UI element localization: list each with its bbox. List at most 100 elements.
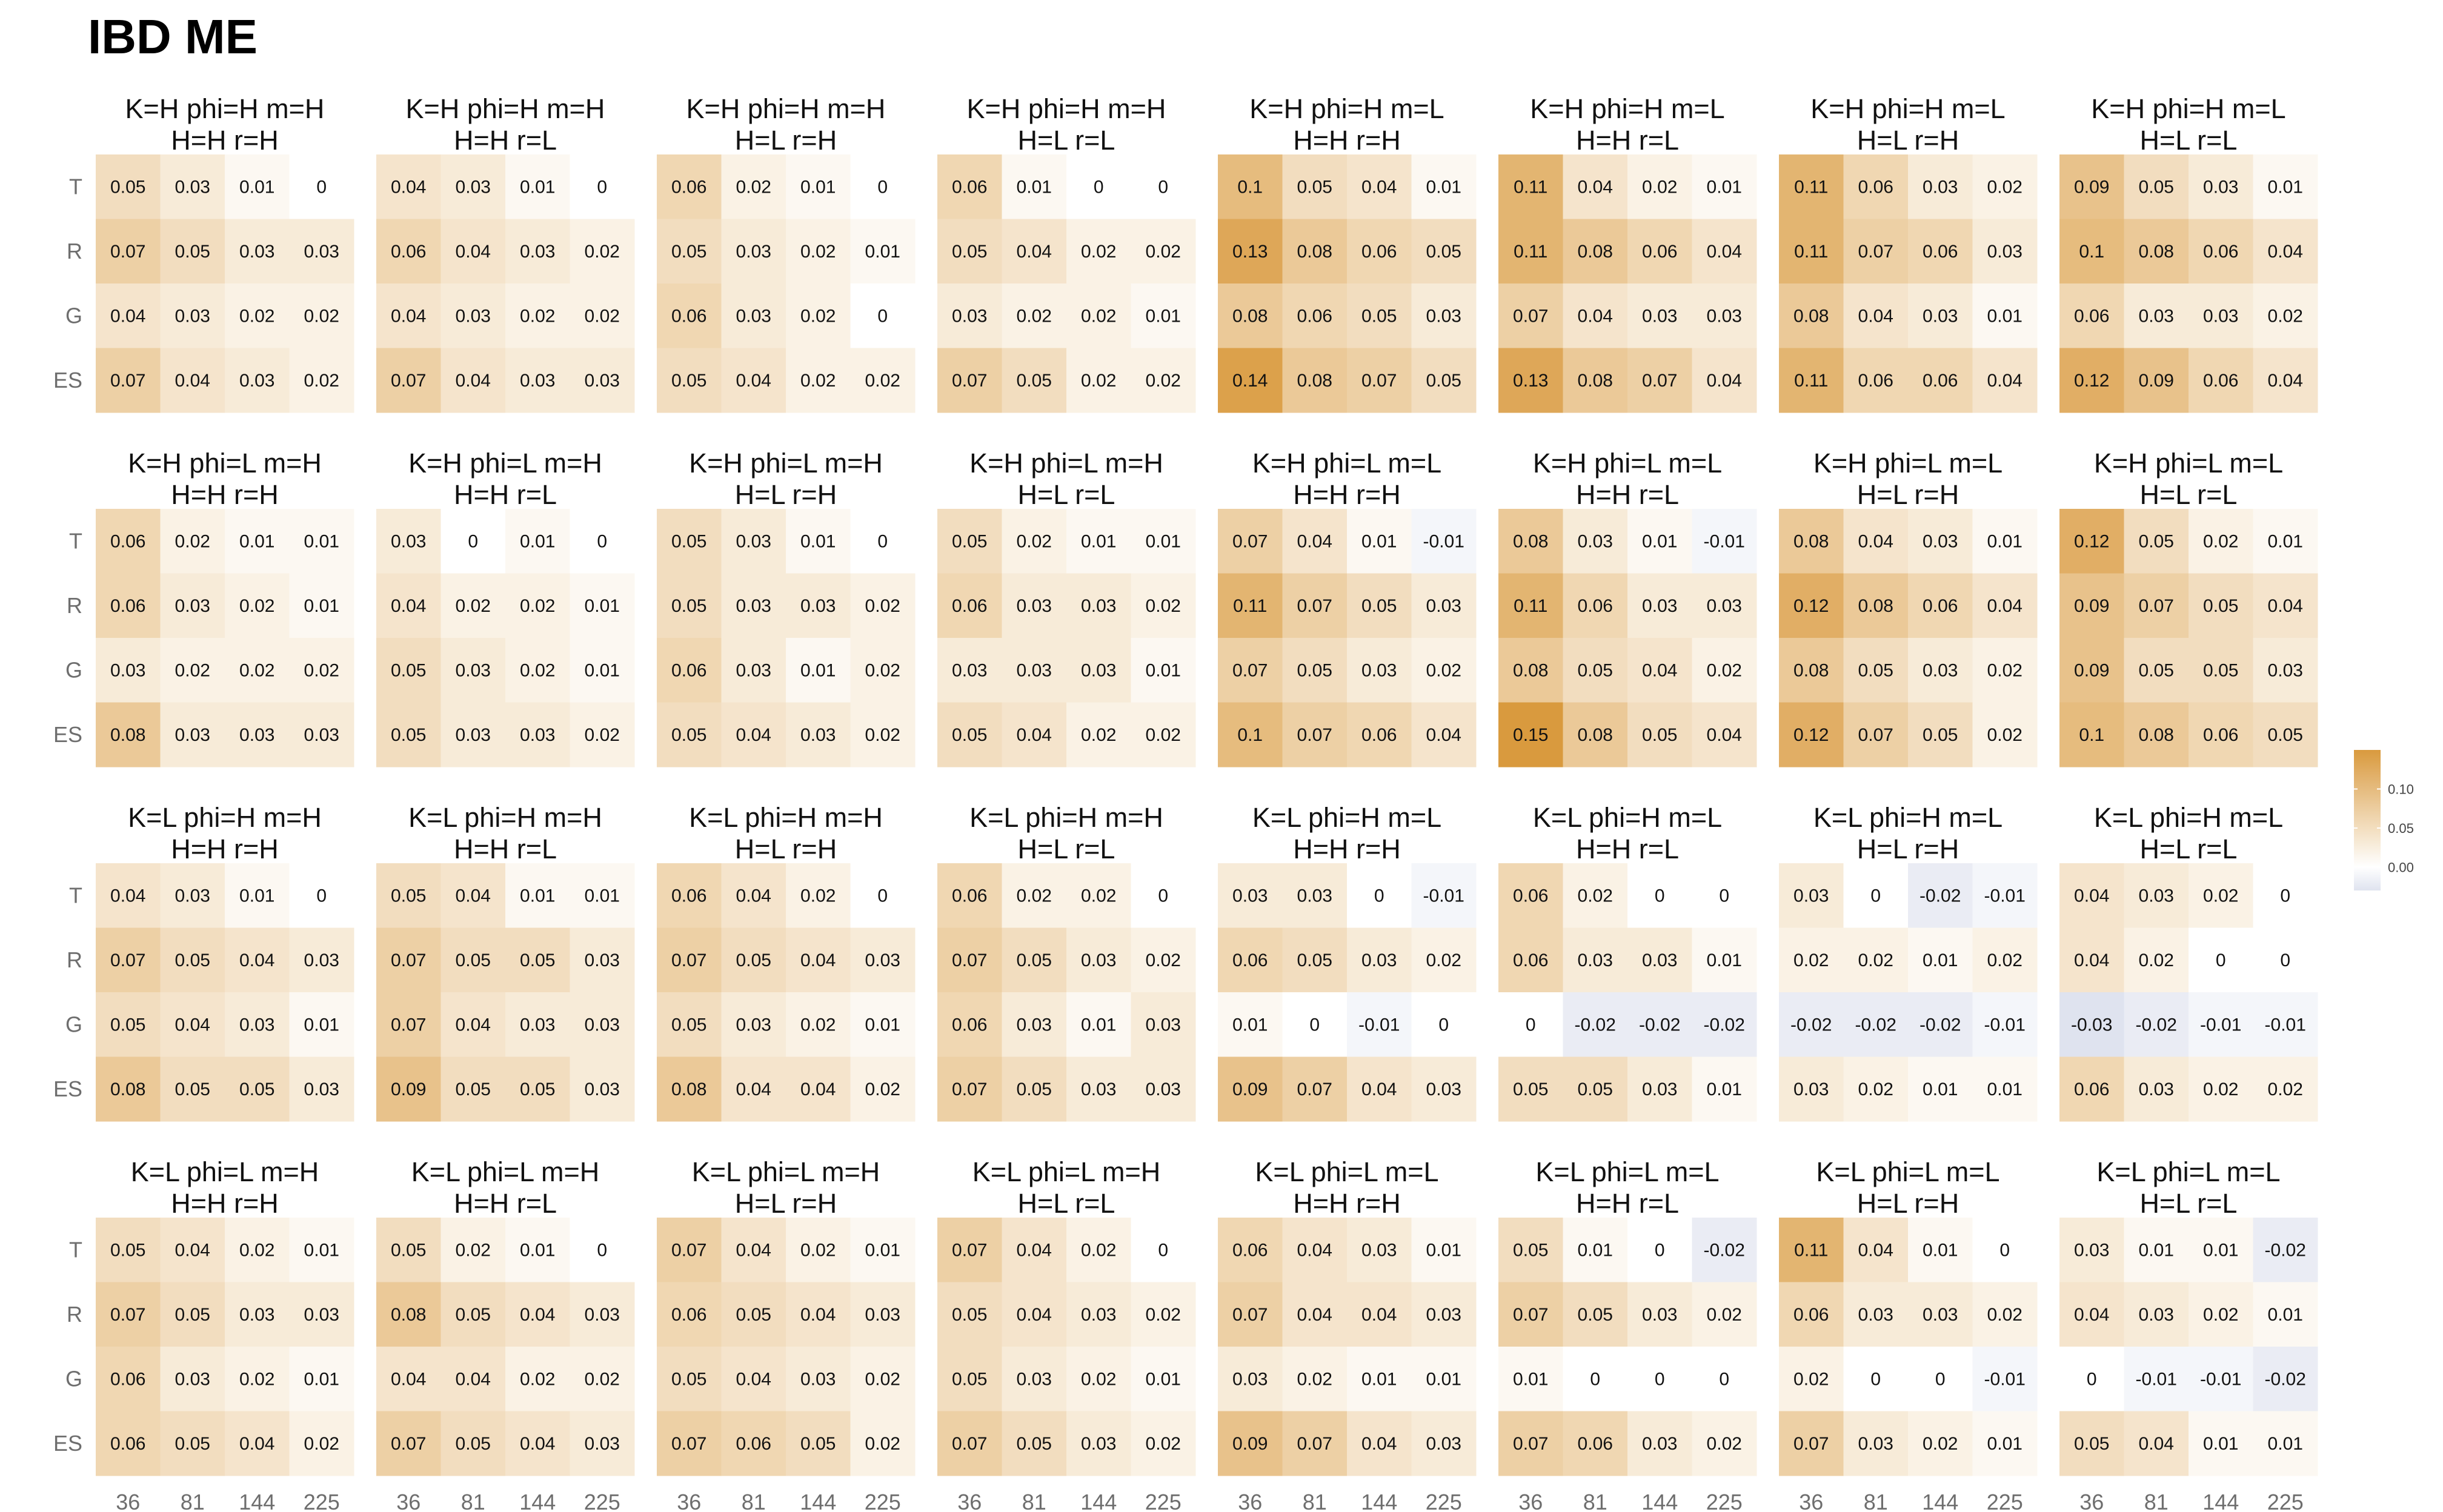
heatmap-cell (440, 702, 506, 768)
heatmap-cell (160, 992, 225, 1057)
heatmap-cell (1779, 702, 1844, 768)
cell-value-label: 0.01 (2268, 1305, 2303, 1325)
cell-value-label: 0.02 (585, 1369, 620, 1389)
facet-title-line: K=L phi=L m=L (1816, 1156, 1999, 1187)
cell-value-label: 0.07 (1858, 242, 1893, 262)
cell-value-label: 0.06 (110, 1434, 145, 1454)
cell-value-label: 0.07 (1642, 371, 1677, 391)
heatmap-cell (657, 348, 722, 413)
cell-value-label: 0 (1158, 177, 1168, 197)
heatmap-cell (2059, 992, 2124, 1057)
heatmap-cell (505, 284, 570, 348)
col-tick-label: 144 (1361, 1490, 1397, 1512)
cell-value-label: -0.01 (2200, 1369, 2241, 1389)
cell-value-label: 0.08 (1793, 306, 1829, 326)
cell-value-label: 0.02 (1146, 596, 1181, 616)
heatmap-cell (1218, 927, 1283, 993)
heatmap-cell (1843, 509, 1909, 574)
facet-title-line: K=H phi=H m=L (1530, 93, 1724, 124)
facet-panel: K=L phi=H m=LH=H r=L 0.06 0.02 0 0 0.06 0.03 0.… (1498, 802, 1757, 1122)
heatmap-cell (1692, 509, 1757, 574)
cell-value-label: 0.03 (1923, 177, 1958, 197)
cell-value-label: 0.02 (1707, 660, 1742, 680)
heatmap-cell (2124, 573, 2189, 638)
heatmap-cell (1843, 573, 1909, 638)
col-tick-label: 81 (2144, 1490, 2169, 1512)
heatmap-cell (1411, 863, 1477, 928)
cell-value-label: 0.08 (1297, 242, 1332, 262)
facet-grid: K=H phi=H m=HH=H r=H0.05 0.03 0.01 00.07 0.0… (53, 93, 2318, 1512)
cell-value-label: 0.05 (1017, 1079, 1052, 1099)
cell-value-label: 0.01 (1923, 950, 1958, 970)
cell-value-label: 0.02 (175, 660, 210, 680)
cell-value-label: 0.03 (1232, 886, 1268, 906)
heatmap-cell (289, 219, 354, 284)
cell-value-label: 0.05 (1642, 725, 1677, 745)
cell-value-label: 0.04 (2268, 242, 2303, 262)
cell-value-label: 0 (2216, 950, 2226, 970)
cell-value-label: 0.07 (1513, 306, 1548, 326)
cell-value-label: 0.05 (1426, 242, 1461, 262)
heatmap-cell (1411, 1218, 1477, 1282)
row-tick-label: ES (53, 722, 82, 747)
heatmap-cell (1627, 1411, 1692, 1476)
cell-value-label: 0.11 (1794, 371, 1828, 391)
heatmap-cell (850, 154, 916, 219)
cell-value-label: 0.06 (671, 306, 706, 326)
cell-value-label: 0.05 (175, 1305, 210, 1325)
cell-value-label: 0.06 (1578, 596, 1613, 616)
heatmap-cell (2059, 1347, 2124, 1411)
heatmap-cell (160, 509, 225, 574)
heatmap-cell (1347, 573, 1412, 638)
cell-value-label: 0.01 (1146, 660, 1181, 680)
heatmap-cell (2059, 1218, 2124, 1282)
cell-value-label: -0.02 (2136, 1015, 2177, 1035)
heatmap-cell (2059, 284, 2124, 348)
heatmap-cell (2124, 638, 2189, 703)
cell-value-label: 0.05 (110, 177, 145, 197)
cell-value-label: 0.03 (1426, 1305, 1461, 1325)
row-tick-label: ES (53, 1431, 82, 1456)
cell-value-label: 0.06 (952, 596, 987, 616)
cell-value-label: 0.09 (2074, 596, 2109, 616)
heatmap-cell (786, 863, 851, 928)
facet-title-line: H=H r=L (1576, 479, 1679, 510)
cell-value-label: 0.04 (1017, 1305, 1052, 1325)
heatmap-cell (1972, 1282, 2038, 1347)
heatmap-cell (505, 927, 570, 993)
cell-value-label: 0.04 (2074, 1305, 2109, 1325)
heatmap-cell (376, 1282, 441, 1347)
cell-value-label: 0.04 (2268, 596, 2303, 616)
facet-title-line: K=L phi=L m=L (2096, 1156, 2280, 1187)
cell-value-label: 0.01 (865, 1015, 900, 1035)
heatmap-cell (2189, 1347, 2253, 1411)
cell-value-label: -0.02 (2265, 1369, 2306, 1389)
cell-value-label: 0.05 (175, 242, 210, 262)
facet-title-line: K=H phi=L m=H (969, 448, 1163, 479)
cell-value-label: 0.03 (736, 660, 771, 680)
heatmap-cell (1411, 992, 1477, 1057)
heatmap-cell (225, 573, 290, 638)
cell-value-label: 0.09 (1232, 1434, 1268, 1454)
cell-value-label: 0.01 (1707, 177, 1742, 197)
cell-value-label: 0.02 (1081, 886, 1116, 906)
cell-value-label: 0.06 (1923, 242, 1958, 262)
cell-value-label: 0.04 (1361, 1434, 1397, 1454)
heatmap-cell (1002, 1218, 1067, 1282)
heatmap-cell (376, 1411, 441, 1476)
cell-value-label: 0 (877, 531, 888, 551)
cell-value-label: 0.04 (1987, 596, 2023, 616)
heatmap-cell (657, 638, 722, 703)
facet-title-line: K=H phi=H m=H (967, 93, 1166, 124)
heatmap-cell (1411, 348, 1477, 413)
heatmap-cell (1627, 348, 1692, 413)
cell-value-label: 0.13 (1513, 371, 1548, 391)
heatmap-cell (376, 1056, 441, 1122)
heatmap-cell (1908, 154, 1973, 219)
heatmap-cell (1131, 219, 1196, 284)
cell-value-label: 0.03 (736, 531, 771, 551)
heatmap-cell (1131, 348, 1196, 413)
heatmap-cell (1411, 219, 1477, 284)
heatmap-cell (1908, 702, 1973, 768)
heatmap-cell (1779, 154, 1844, 219)
